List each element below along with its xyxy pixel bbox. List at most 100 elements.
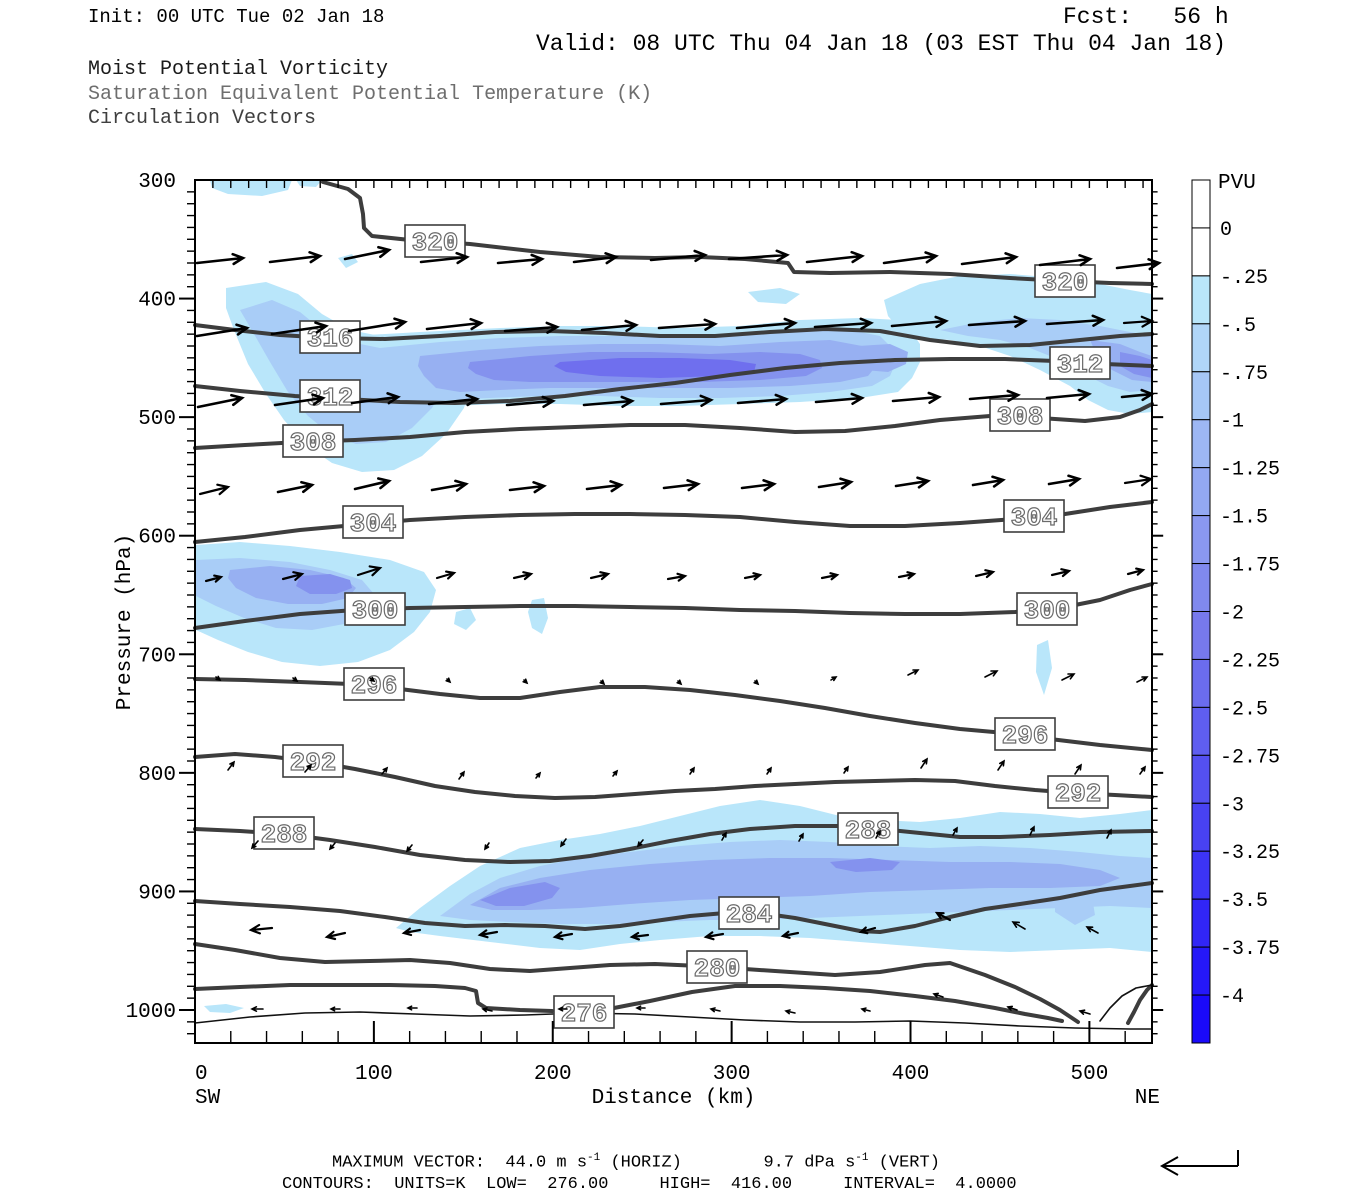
y-axis-tick-label: 1000	[126, 1001, 176, 1024]
circulation-vector	[198, 483, 231, 496]
svg-text:320: 320	[412, 228, 459, 258]
colorbar-segment	[1191, 371, 1211, 421]
circulation-vector	[612, 769, 619, 777]
colorbar: PVU 0 -.25 -.5 -.75 -1 -1.25 -1.5 -1.75 -2 -2.25 -2…	[1191, 172, 1280, 1044]
circulation-vector	[248, 923, 274, 935]
colorbar-tick-label: -3.75	[1220, 938, 1280, 961]
circulation-vector	[195, 323, 250, 338]
colorbar-tick-label: -.75	[1220, 363, 1268, 386]
circulation-vector	[215, 675, 222, 682]
circulation-vector	[814, 392, 865, 405]
colorbar-tick-label: -1.75	[1220, 555, 1280, 578]
svg-text:320: 320	[1042, 268, 1089, 298]
field-title-moist-potential-vorticity: Moist Potential Vorticity	[88, 58, 389, 81]
colorbar-segment	[1191, 611, 1211, 660]
svg-text:308: 308	[290, 428, 337, 458]
circulation-vector	[721, 831, 727, 841]
circulation-vector	[406, 1005, 418, 1011]
svg-text:300: 300	[1024, 596, 1071, 626]
contour-line-280	[1126, 983, 1154, 1025]
contour-label-304: 304	[1003, 499, 1065, 534]
circulation-vector	[984, 670, 999, 678]
circulation-vector	[703, 931, 725, 941]
circulation-vector	[1078, 1009, 1091, 1015]
contour-line-276	[194, 1011, 1153, 1030]
pvu-shading-layer	[196, 180, 1152, 1013]
svg-text:312: 312	[1057, 350, 1104, 380]
pvu-shade-region	[204, 1004, 244, 1013]
pvu-shade-region	[852, 344, 908, 372]
circulation-vector	[858, 926, 877, 935]
svg-text:288: 288	[845, 816, 892, 846]
circulation-vector	[1006, 1005, 1018, 1011]
circulation-vector	[1061, 673, 1076, 681]
colorbar-segment	[1191, 227, 1211, 277]
circulation-vector	[780, 930, 800, 939]
circulation-vector	[766, 766, 772, 775]
circulation-vector	[430, 479, 469, 492]
pvu-shade-region	[748, 288, 800, 304]
circulation-vector	[860, 1007, 871, 1013]
x-axis-tick-label: 0	[195, 1063, 208, 1086]
colorbar-segment	[1191, 179, 1211, 229]
circulation-vector	[1126, 567, 1146, 576]
circulation-vectors-layer	[195, 245, 1162, 1015]
contour-label-276: 276	[553, 995, 615, 1030]
circulation-vector	[195, 252, 246, 266]
svg-text:288: 288	[261, 820, 308, 850]
pvu-shade-region	[554, 358, 756, 378]
circulation-vector	[1045, 388, 1092, 402]
colorbar-tick-label: -2	[1220, 603, 1244, 626]
svg-text:308: 308	[997, 402, 1044, 432]
colorbar-tick-label: -2.25	[1220, 650, 1280, 673]
pvu-shade-region	[296, 180, 322, 187]
circulation-vector	[1029, 825, 1035, 836]
circulation-vector	[897, 571, 917, 580]
circulation-vector	[1050, 568, 1072, 578]
valid-time-label: Valid: 08 UTC Thu 04 Jan 18 (03 EST Thu …	[536, 31, 1227, 57]
pvu-shade-region	[470, 858, 1120, 910]
circulation-vector	[805, 250, 865, 264]
circulation-vector	[920, 757, 928, 769]
circulation-vector	[552, 931, 574, 941]
circulation-vector	[971, 475, 1006, 488]
circulation-vector	[522, 678, 529, 685]
pvu-shade-region	[454, 608, 476, 630]
x-axis-tick-label: 100	[355, 1063, 393, 1086]
svg-text:292: 292	[290, 748, 337, 778]
svg-text:280: 280	[694, 954, 741, 984]
colorbar-segment	[1191, 898, 1211, 948]
pvu-shade-region	[296, 574, 352, 594]
colorbar-title: PVU	[1218, 172, 1256, 195]
colorbar-segment	[1191, 323, 1211, 373]
circulation-vector	[736, 393, 789, 406]
circulation-vector	[740, 479, 777, 492]
circulation-vector	[356, 565, 383, 577]
circulation-vector	[689, 766, 695, 775]
field-title-circulation-vectors: Circulation Vectors	[88, 107, 317, 130]
circulation-vector	[458, 770, 466, 780]
colorbar-segment	[1191, 275, 1211, 325]
y-axis-tick-label: 500	[138, 408, 176, 431]
circulation-vector	[496, 253, 545, 267]
contour-line-276	[612, 984, 1064, 1023]
contour-label-304: 304	[342, 505, 404, 540]
svg-text:312: 312	[307, 383, 354, 413]
contour-label-296: 296	[994, 717, 1056, 752]
circulation-vector	[589, 571, 611, 581]
svg-text:304: 304	[350, 509, 397, 539]
y-axis-title: Pressure (hPa)	[114, 534, 137, 710]
colorbar-tick-label: -4	[1220, 986, 1244, 1009]
circulation-vector	[477, 929, 499, 939]
circulation-vector	[968, 389, 1021, 402]
colorbar-segment	[1191, 850, 1211, 900]
circulation-vector	[817, 477, 854, 490]
ne-endpoint-label: NE	[1135, 1087, 1160, 1110]
circulation-vector	[635, 1005, 646, 1011]
circulation-vector	[559, 838, 567, 848]
circulation-vector	[629, 931, 650, 941]
axes-layer: 300 400 500 600 700 800 900 1000 0 100 200 300 400 50…	[114, 171, 1164, 1110]
